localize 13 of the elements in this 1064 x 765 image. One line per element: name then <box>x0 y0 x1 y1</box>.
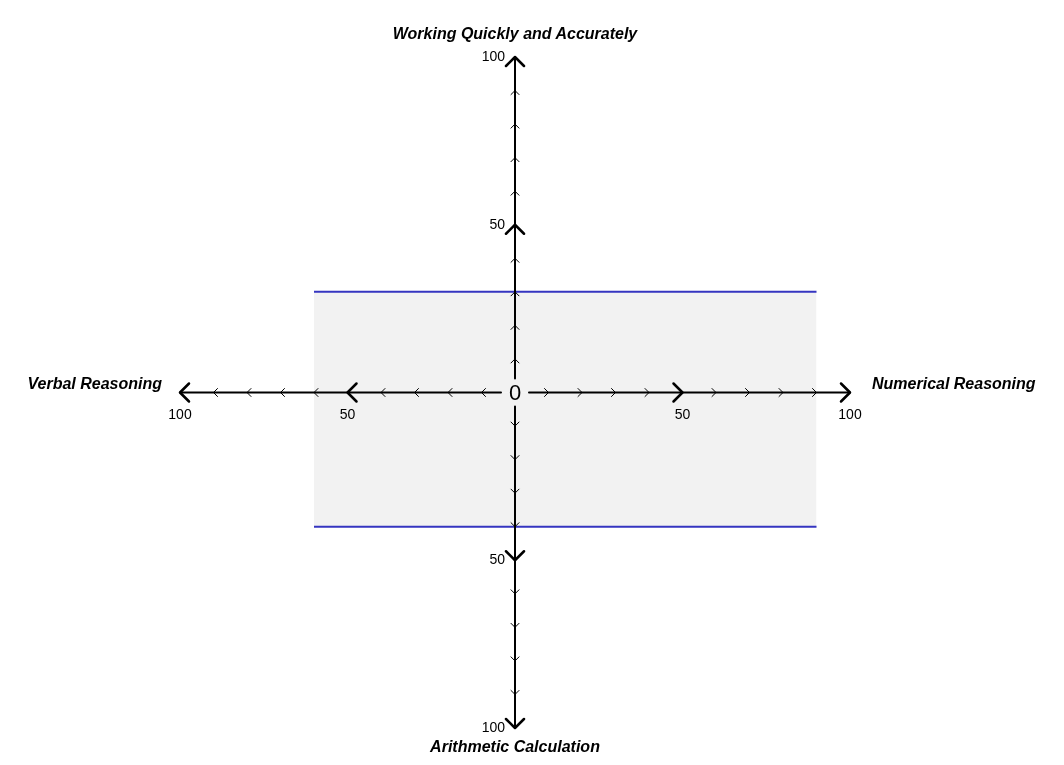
x-tick-label: 50 <box>674 406 691 423</box>
y-tick-label: 50 <box>489 215 506 232</box>
x-tick-label: 100 <box>838 406 862 423</box>
y-tick-label: 100 <box>481 47 506 64</box>
y-tick-label: 100 <box>481 718 506 735</box>
x-axis-title: Numerical Reasoning <box>872 374 1036 392</box>
annotation: 0 <box>508 379 522 405</box>
x-tick-label: 100 <box>168 406 192 423</box>
text: Verbal Reasoning <box>27 374 163 392</box>
text: Arithmetic Calculation <box>429 738 601 756</box>
x-tick-label: 50 <box>339 406 356 423</box>
y-axis-title: Working Quickly and Accurately <box>392 25 639 43</box>
y-tick-label: 50 <box>489 551 506 568</box>
